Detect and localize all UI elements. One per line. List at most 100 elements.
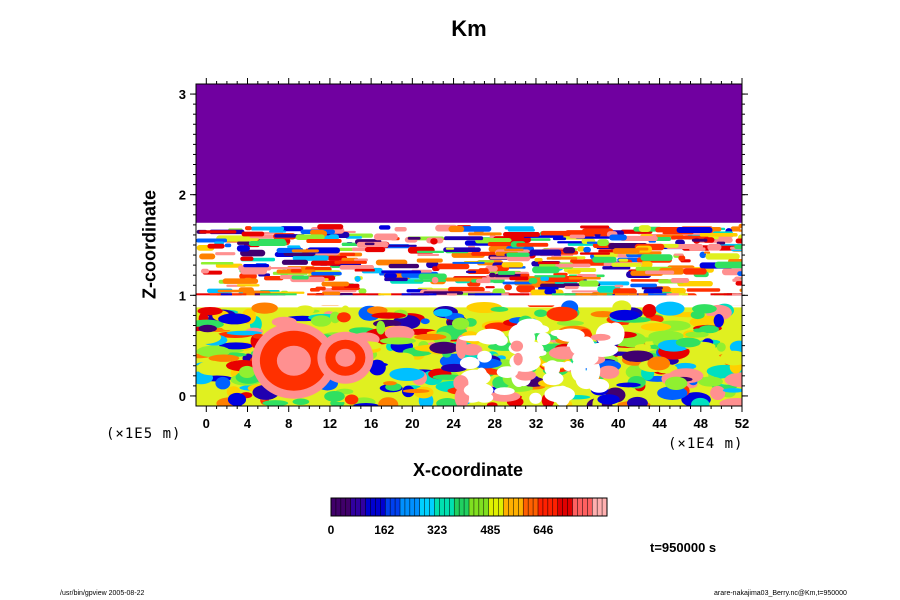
field-cell xyxy=(657,386,688,400)
field-cell xyxy=(554,385,571,406)
field-cell xyxy=(436,398,459,406)
colorbar-swatch xyxy=(375,498,381,516)
field-cell xyxy=(207,243,225,249)
x-tick-label: 52 xyxy=(735,416,749,431)
field-cell xyxy=(720,350,742,366)
field-cell xyxy=(684,235,694,240)
field-cell xyxy=(240,267,268,275)
field-cell xyxy=(636,247,649,251)
field-cell xyxy=(224,243,232,248)
field-cell xyxy=(199,253,216,260)
field-cell xyxy=(240,256,254,261)
x-tick-label: 48 xyxy=(694,416,708,431)
field-cell xyxy=(683,268,707,275)
field-cell xyxy=(418,273,447,280)
field-cell xyxy=(485,286,495,289)
field-cell xyxy=(477,350,492,363)
field-cell xyxy=(340,252,356,256)
field-cell xyxy=(321,281,350,287)
field-cell xyxy=(487,242,517,247)
field-cell xyxy=(580,225,610,229)
field-cell xyxy=(540,283,566,288)
colorbar-swatch xyxy=(528,498,534,516)
field-cell xyxy=(546,306,578,322)
y-tick-label: 1 xyxy=(179,288,186,303)
field-cell xyxy=(722,388,742,393)
field-cell xyxy=(311,271,342,276)
field-cell xyxy=(446,293,458,296)
field-cell xyxy=(407,236,421,240)
field-cell xyxy=(352,293,381,296)
field-cell xyxy=(691,397,710,406)
colorbar-swatch xyxy=(404,498,411,516)
field-cell xyxy=(534,275,566,278)
field-cell xyxy=(724,372,742,388)
field-cell xyxy=(723,293,737,296)
field-cell xyxy=(227,392,247,406)
field-cell xyxy=(705,253,740,260)
field-cell xyxy=(494,334,508,346)
field-cell xyxy=(488,390,521,402)
field-cell xyxy=(655,301,685,316)
field-cell xyxy=(329,311,341,324)
colorbar-swatch xyxy=(350,498,357,516)
field-cell xyxy=(486,402,498,406)
colorbar-swatch xyxy=(513,498,519,516)
field-cell xyxy=(281,259,309,265)
colorbar-swatch xyxy=(335,498,342,516)
field-cell xyxy=(618,258,629,262)
field-cell xyxy=(697,376,723,387)
field-cell xyxy=(575,293,607,296)
heatmap-field xyxy=(196,84,742,406)
colorbar-swatch xyxy=(587,498,593,516)
colorbar-swatch xyxy=(508,498,514,516)
field-cell xyxy=(562,247,576,254)
colorbar-swatch xyxy=(360,498,366,516)
y-tick-label: 3 xyxy=(179,87,186,102)
field-cell xyxy=(731,249,742,252)
field-cell xyxy=(248,240,287,247)
field-cell xyxy=(642,303,657,318)
field-cell xyxy=(532,266,560,274)
colorbar-swatch xyxy=(478,498,485,516)
field-cell xyxy=(445,247,455,250)
field-cell xyxy=(494,387,515,396)
colorbar-swatch xyxy=(483,498,490,516)
field-cell xyxy=(597,239,609,247)
x-tick-label: 16 xyxy=(364,416,378,431)
field-cell xyxy=(222,278,259,284)
field-cell xyxy=(546,257,578,260)
field-cell xyxy=(478,268,489,273)
colorbar-swatch xyxy=(434,498,440,516)
field-cell xyxy=(569,234,586,239)
field-cell xyxy=(737,271,742,276)
field-cell xyxy=(321,291,341,296)
field-cell xyxy=(619,235,658,242)
field-cell xyxy=(373,233,398,241)
colorbar-swatch xyxy=(414,498,421,516)
white-band xyxy=(196,295,742,306)
field-cell xyxy=(411,293,424,296)
colorbar-swatch xyxy=(380,498,386,516)
field-cell xyxy=(719,397,742,406)
field-cell xyxy=(420,318,430,325)
field-cell xyxy=(529,249,562,256)
field-cell xyxy=(381,244,417,247)
field-cell xyxy=(540,230,574,237)
field-cell xyxy=(630,283,657,288)
field-cell xyxy=(292,255,329,261)
field-cell xyxy=(551,293,583,296)
field-cell xyxy=(324,390,345,402)
footer-command: /usr/bin/gpview 2005-08-22 xyxy=(60,590,145,597)
field-cell xyxy=(660,243,679,248)
field-cell xyxy=(732,278,742,282)
field-cell xyxy=(569,334,585,355)
field-cell xyxy=(507,228,535,232)
field-cell xyxy=(334,260,367,264)
x-tick-label: 40 xyxy=(611,416,625,431)
field-cell xyxy=(378,293,392,296)
colorbar-swatch xyxy=(444,498,450,516)
field-cell xyxy=(337,312,351,323)
field-cell xyxy=(529,392,542,404)
